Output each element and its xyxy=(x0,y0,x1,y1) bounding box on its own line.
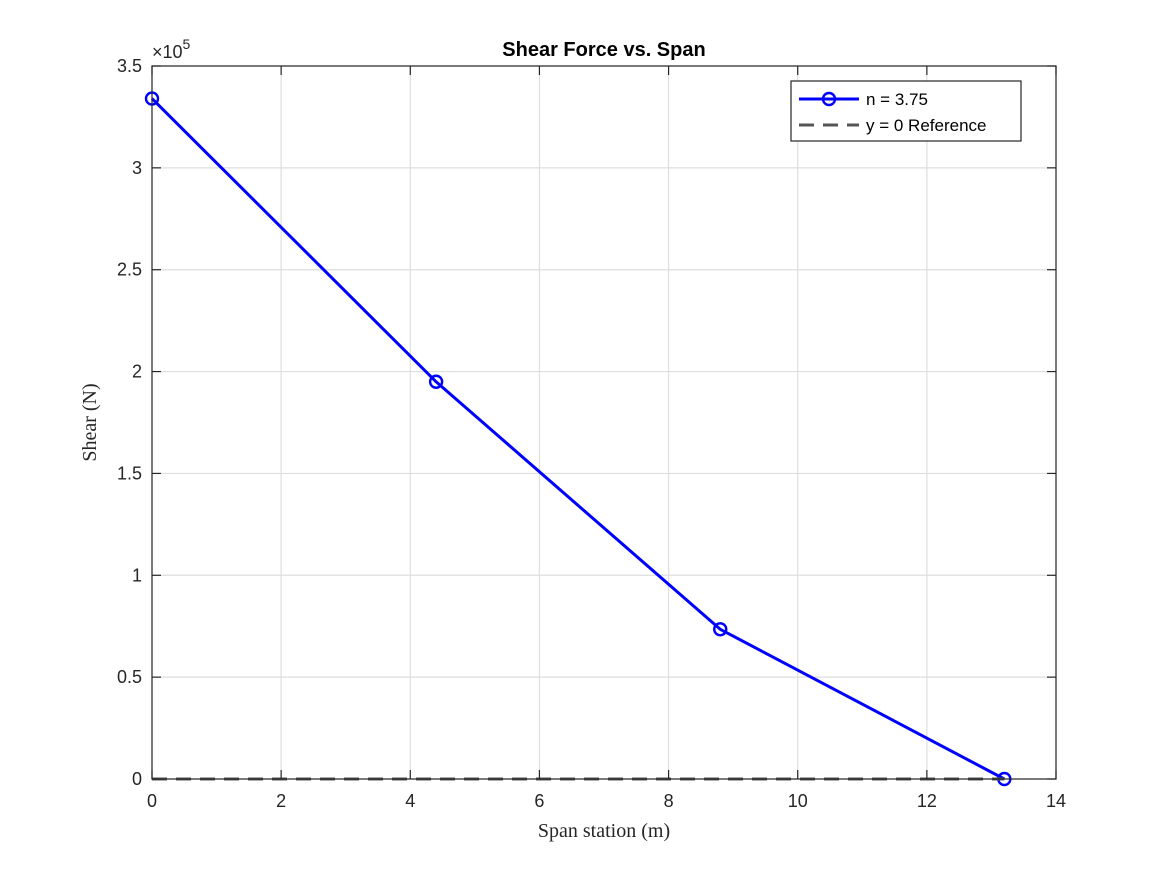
y-tick-label: 0 xyxy=(132,769,142,789)
x-axis-label: Span station (m) xyxy=(538,820,670,842)
y-tick-label: 2 xyxy=(132,362,142,382)
x-tick-label: 8 xyxy=(664,791,674,811)
y-tick-label: 3.5 xyxy=(117,56,142,76)
y-tick-label: 1 xyxy=(132,565,142,585)
y-tick-label: 2.5 xyxy=(117,260,142,280)
plot-area xyxy=(152,66,1056,779)
legend-entry-series-2: y = 0 Reference xyxy=(866,116,987,135)
x-tick-label: 6 xyxy=(534,791,544,811)
legend: n = 3.75 y = 0 Reference xyxy=(791,81,1021,141)
y-axis-label: Shear (N) xyxy=(79,383,101,461)
x-tick-label: 4 xyxy=(405,791,415,811)
x-tick-label: 10 xyxy=(788,791,808,811)
x-tick-label: 12 xyxy=(917,791,937,811)
legend-entry-series-1: n = 3.75 xyxy=(866,90,928,109)
x-tick-label: 14 xyxy=(1046,791,1066,811)
x-tick-label: 2 xyxy=(276,791,286,811)
y-tick-label: 3 xyxy=(132,158,142,178)
y-tick-label: 1.5 xyxy=(117,463,142,483)
x-tick-label: 0 xyxy=(147,791,157,811)
y-tick-label: 0.5 xyxy=(117,667,142,687)
chart-title: Shear Force vs. Span xyxy=(502,39,705,61)
